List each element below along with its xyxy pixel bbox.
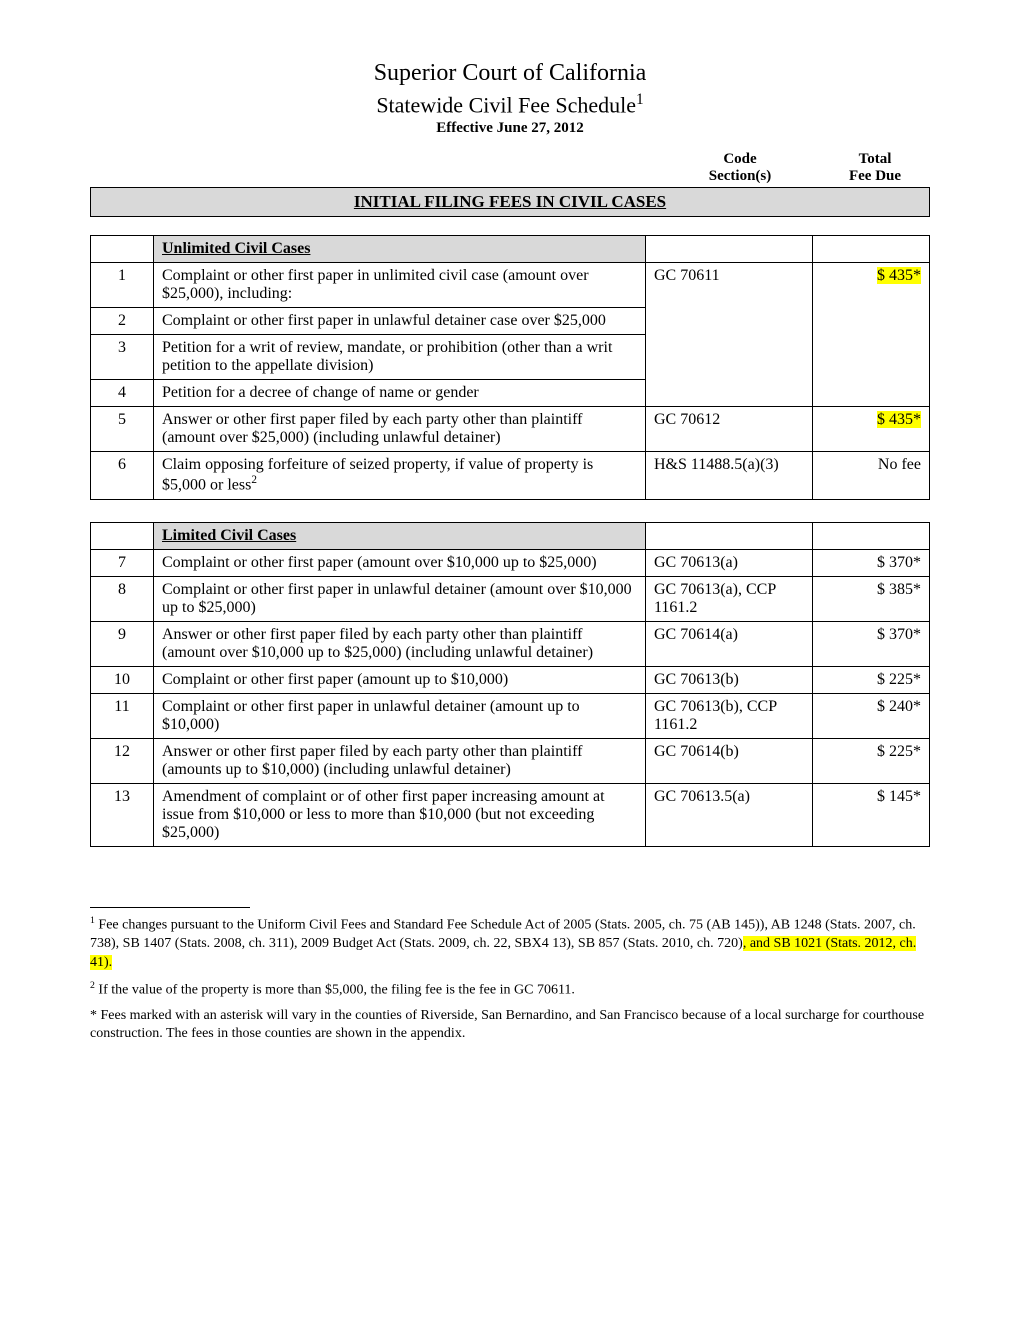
row-number: 4 xyxy=(91,380,154,407)
row-description: Claim opposing forfeiture of seized prop… xyxy=(154,452,646,499)
table-row: 11Complaint or other first paper in unla… xyxy=(91,693,930,738)
row-code: GC 70613(b) xyxy=(646,666,813,693)
footnote-rule xyxy=(90,907,250,908)
row-fee: No fee xyxy=(813,452,930,499)
section-banner: INITIAL FILING FEES IN CIVIL CASES xyxy=(90,187,930,217)
table-row: 9Answer or other first paper filed by ea… xyxy=(91,621,930,666)
row-number: 11 xyxy=(91,693,154,738)
table-heading: Limited Civil Cases xyxy=(154,522,646,549)
col-code-header-2: Section(s) xyxy=(660,168,820,185)
col-fee-header-1: Total xyxy=(820,151,930,168)
row-number: 10 xyxy=(91,666,154,693)
row-description: Complaint or other first paper (amount o… xyxy=(154,549,646,576)
table-row: 1Complaint or other first paper in unlim… xyxy=(91,263,930,308)
row-description: Complaint or other first paper in unlimi… xyxy=(154,263,646,308)
row-description: Complaint or other first paper in unlawf… xyxy=(154,693,646,738)
row-code xyxy=(646,380,813,407)
table-heading-row: Limited Civil Cases xyxy=(91,522,930,549)
row-description: Amendment of complaint or of other first… xyxy=(154,783,646,846)
row-number: 6 xyxy=(91,452,154,499)
row-fee: $ 370* xyxy=(813,621,930,666)
row-description: Complaint or other first paper in unlawf… xyxy=(154,308,646,335)
row-fee xyxy=(813,380,930,407)
col-fee-header-2: Fee Due xyxy=(820,168,930,185)
row-fee xyxy=(813,335,930,380)
column-headers: Code Section(s) Total Fee Due xyxy=(90,151,930,185)
row-number: 3 xyxy=(91,335,154,380)
row-description: Answer or other first paper filed by eac… xyxy=(154,621,646,666)
table-row: 7Complaint or other first paper (amount … xyxy=(91,549,930,576)
row-number: 7 xyxy=(91,549,154,576)
row-fee: $ 225* xyxy=(813,666,930,693)
table-row: 8Complaint or other first paper in unlaw… xyxy=(91,576,930,621)
row-code: GC 70614(b) xyxy=(646,738,813,783)
row-fee xyxy=(813,308,930,335)
row-fee: $ 240* xyxy=(813,693,930,738)
row-fee: $ 435* xyxy=(813,407,930,452)
table-row: 6Claim opposing forfeiture of seized pro… xyxy=(91,452,930,499)
row-code xyxy=(646,308,813,335)
row-code: GC 70614(a) xyxy=(646,621,813,666)
row-code: H&S 11488.5(a)(3) xyxy=(646,452,813,499)
row-number: 8 xyxy=(91,576,154,621)
table-row: 2Complaint or other first paper in unlaw… xyxy=(91,308,930,335)
row-number: 13 xyxy=(91,783,154,846)
table-row: 3Petition for a writ of review, mandate,… xyxy=(91,335,930,380)
page-title: Superior Court of California xyxy=(90,60,930,87)
row-fee: $ 225* xyxy=(813,738,930,783)
row-description: Petition for a decree of change of name … xyxy=(154,380,646,407)
table-row: 10Complaint or other first paper (amount… xyxy=(91,666,930,693)
page-subtitle: Statewide Civil Fee Schedule1 xyxy=(90,91,930,118)
row-fee: $ 435* xyxy=(813,263,930,308)
row-fee: $ 145* xyxy=(813,783,930,846)
row-number: 5 xyxy=(91,407,154,452)
table-heading-row: Unlimited Civil Cases xyxy=(91,236,930,263)
table-heading: Unlimited Civil Cases xyxy=(154,236,646,263)
footnote-1: 1 Fee changes pursuant to the Uniform Ci… xyxy=(90,914,930,973)
row-fee: $ 385* xyxy=(813,576,930,621)
table-row: 5Answer or other first paper filed by ea… xyxy=(91,407,930,452)
row-code: GC 70613(a), CCP 1161.2 xyxy=(646,576,813,621)
row-number: 2 xyxy=(91,308,154,335)
unlimited-civil-table: Unlimited Civil Cases 1Complaint or othe… xyxy=(90,235,930,499)
row-code: GC 70611 xyxy=(646,263,813,308)
limited-civil-table: Limited Civil Cases 7Complaint or other … xyxy=(90,522,930,847)
table-row: 13Amendment of complaint or of other fir… xyxy=(91,783,930,846)
row-description: Complaint or other first paper in unlawf… xyxy=(154,576,646,621)
row-number: 12 xyxy=(91,738,154,783)
row-fee: $ 370* xyxy=(813,549,930,576)
row-code xyxy=(646,335,813,380)
col-code-header-1: Code xyxy=(660,151,820,168)
row-description: Petition for a writ of review, mandate, … xyxy=(154,335,646,380)
footnote-asterisk: * Fees marked with an asterisk will vary… xyxy=(90,1007,930,1045)
effective-date: Effective June 27, 2012 xyxy=(90,120,930,137)
row-description: Complaint or other first paper (amount u… xyxy=(154,666,646,693)
row-description: Answer or other first paper filed by eac… xyxy=(154,407,646,452)
table-row: 12Answer or other first paper filed by e… xyxy=(91,738,930,783)
row-description: Answer or other first paper filed by eac… xyxy=(154,738,646,783)
row-number: 1 xyxy=(91,263,154,308)
row-code: GC 70613(a) xyxy=(646,549,813,576)
table-row: 4Petition for a decree of change of name… xyxy=(91,380,930,407)
title-block: Superior Court of California Statewide C… xyxy=(90,60,930,137)
footnote-2: 2 If the value of the property is more t… xyxy=(90,979,930,1001)
row-code: GC 70612 xyxy=(646,407,813,452)
row-code: GC 70613(b), CCP 1161.2 xyxy=(646,693,813,738)
row-number: 9 xyxy=(91,621,154,666)
row-code: GC 70613.5(a) xyxy=(646,783,813,846)
